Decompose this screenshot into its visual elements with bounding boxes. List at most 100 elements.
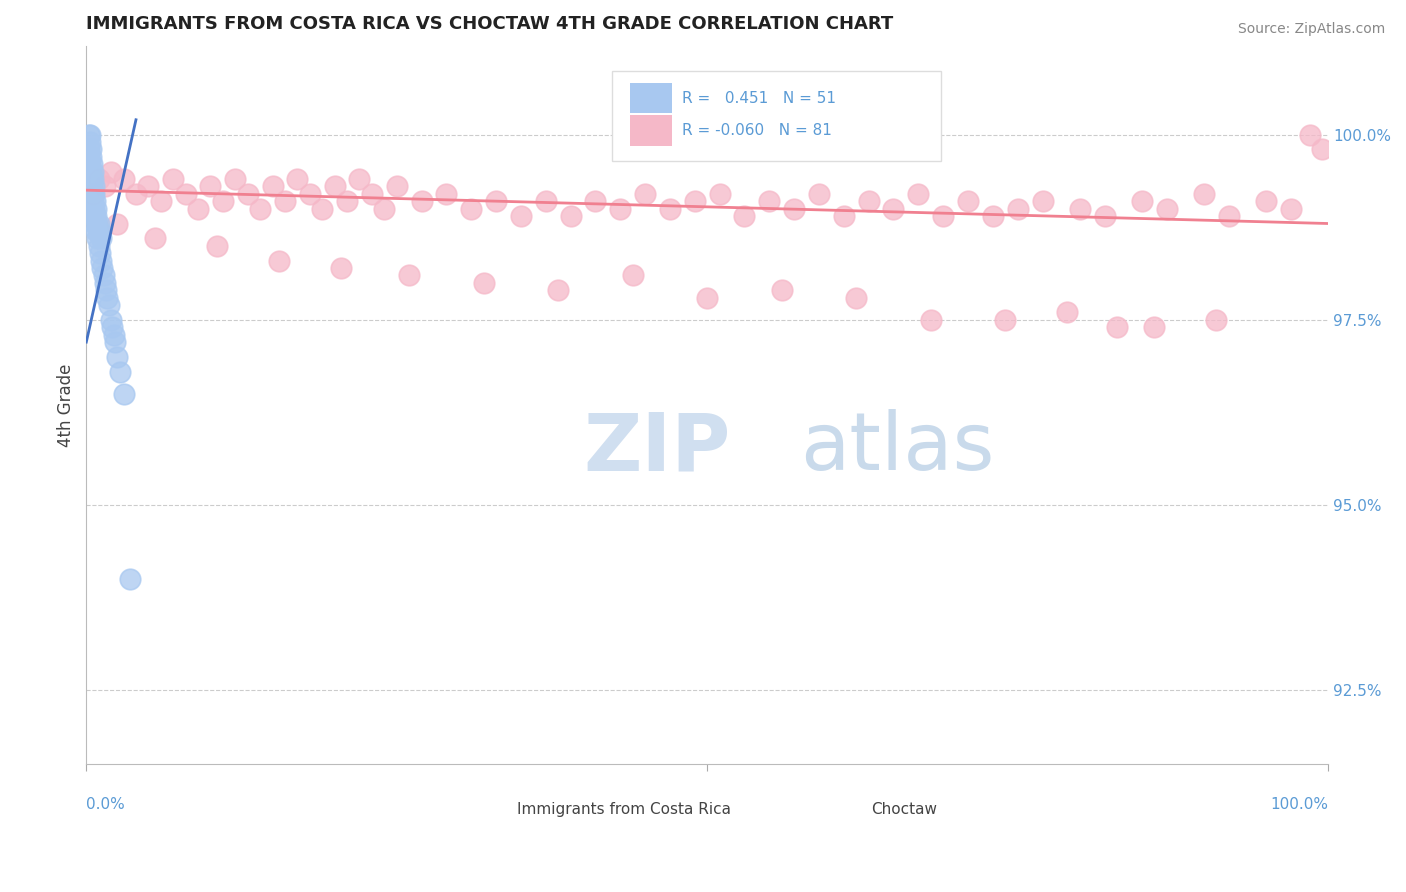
Point (696, 291, 718, 305)
Point (733, 209, 755, 223)
Point (1205, 313, 1227, 327)
Point (349, 172, 371, 186)
Point (956, 194, 979, 209)
Point (212, 194, 235, 209)
Text: 100.0%: 100.0% (1270, 797, 1329, 812)
Point (82, 186, 104, 201)
Point (659, 202, 682, 216)
Point (200, 179, 222, 194)
Point (634, 186, 657, 201)
Point (83, 186, 105, 201)
Point (77, 150, 100, 164)
Text: R =   0.451   N = 51: R = 0.451 N = 51 (682, 91, 837, 105)
Point (96, 283, 118, 297)
Point (510, 209, 533, 223)
Y-axis label: 4th Grade: 4th Grade (58, 363, 75, 447)
Text: 0.0%: 0.0% (86, 797, 125, 812)
Text: ZIP: ZIP (583, 409, 730, 487)
Point (87, 239, 110, 253)
Point (267, 253, 290, 268)
Point (100, 164, 122, 178)
Text: Source: ZipAtlas.com: Source: ZipAtlas.com (1237, 22, 1385, 37)
Point (101, 320, 124, 334)
Text: IMMIGRANTS FROM COSTA RICA VS CHOCTAW 4TH GRADE CORRELATION CHART: IMMIGRANTS FROM COSTA RICA VS CHOCTAW 4T… (86, 15, 894, 33)
Point (1254, 194, 1277, 209)
Point (1007, 202, 1029, 216)
Point (77, 179, 100, 194)
Point (87, 217, 110, 231)
Point (105, 217, 128, 231)
FancyBboxPatch shape (630, 115, 672, 145)
Point (91, 260, 114, 275)
Point (560, 209, 582, 223)
Point (79, 143, 101, 157)
Point (1218, 209, 1240, 223)
Point (373, 202, 395, 216)
Point (103, 327, 125, 342)
Point (100, 313, 122, 327)
Point (621, 268, 644, 283)
Point (77, 164, 100, 178)
Point (82, 164, 104, 178)
Point (398, 268, 420, 283)
Point (112, 172, 135, 186)
Point (329, 260, 352, 275)
Point (323, 179, 346, 194)
Point (97, 298, 120, 312)
Point (411, 194, 433, 209)
FancyBboxPatch shape (630, 83, 672, 113)
Point (224, 172, 246, 186)
Point (436, 186, 458, 201)
Point (82, 172, 104, 186)
Point (1031, 194, 1053, 209)
Point (534, 194, 557, 209)
Point (1056, 305, 1078, 319)
Point (609, 202, 631, 216)
Point (77, 202, 100, 216)
Point (832, 209, 855, 223)
Point (287, 172, 309, 186)
Point (79, 135, 101, 149)
Point (758, 194, 780, 209)
Point (187, 202, 209, 216)
Point (79, 128, 101, 142)
Point (105, 350, 128, 364)
Point (472, 276, 495, 290)
Point (1156, 202, 1178, 216)
Point (108, 365, 131, 379)
Point (87, 224, 110, 238)
Point (1279, 202, 1302, 216)
Point (460, 202, 482, 216)
Point (79, 164, 101, 178)
Point (236, 186, 259, 201)
Point (125, 186, 148, 201)
Text: atlas: atlas (800, 409, 994, 487)
Point (907, 186, 929, 201)
Point (84, 209, 107, 223)
Point (82, 194, 104, 209)
Point (80, 172, 103, 186)
Point (845, 291, 868, 305)
Point (90, 253, 112, 268)
Point (298, 186, 321, 201)
Point (361, 186, 384, 201)
Point (80, 157, 103, 171)
Point (84, 202, 107, 216)
Point (1310, 143, 1333, 157)
Point (274, 194, 297, 209)
Point (683, 194, 706, 209)
Point (994, 313, 1017, 327)
Text: Choctaw: Choctaw (872, 802, 938, 816)
Point (83, 209, 105, 223)
Point (1130, 194, 1153, 209)
Point (93, 268, 115, 283)
Point (1094, 209, 1116, 223)
Point (981, 209, 1004, 223)
Point (709, 186, 731, 201)
Point (249, 202, 271, 216)
Point (79, 128, 101, 142)
Point (311, 202, 333, 216)
Point (920, 313, 942, 327)
Point (94, 179, 117, 194)
Point (1192, 186, 1215, 201)
